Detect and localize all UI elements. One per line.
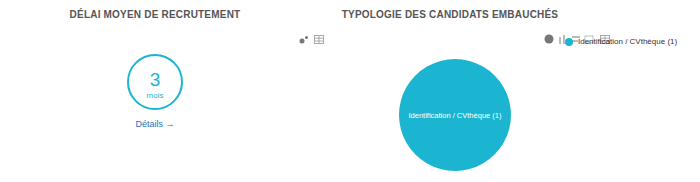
html-text:TYPOLOGIE DES CANDIDATS EMBAUC: TYPOLOGIE DES CANDIDATS EMBAUCHÉS [341,9,559,20]
svg-text:mois: mois [147,91,164,100]
html-text:DÉLAI MOYEN DE RECRUTEMENT: DÉLAI MOYEN DE RECRUTEMENT [69,9,241,20]
svg-text:Identification / CVthèque (1): Identification / CVthèque (1) [409,111,502,120]
html-text:Détails →: Détails → [135,119,175,129]
html-text:Identification / CVthèque (1): Identification / CVthèque (1) [578,37,678,46]
svg-text:3: 3 [150,69,161,90]
